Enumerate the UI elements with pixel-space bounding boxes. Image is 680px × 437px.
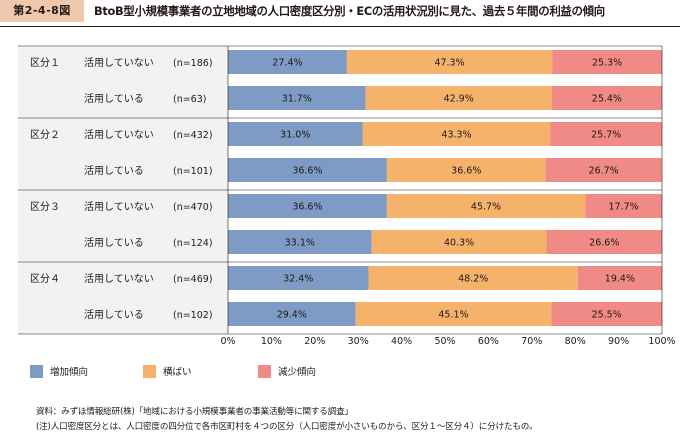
x-tick-label: 70% xyxy=(521,336,542,347)
row-status-label: 活用していない xyxy=(84,201,154,213)
data-label: 32.4% xyxy=(283,274,313,285)
source-note: 資料：みずほ情報総研(株)「地域における小規模事業者の事業活動等に関する調査」 xyxy=(36,407,353,417)
legend-swatch xyxy=(258,365,271,378)
x-tick-label: 80% xyxy=(565,336,586,347)
data-label: 25.5% xyxy=(592,310,622,321)
bar-segment xyxy=(371,230,547,254)
bar-segment xyxy=(228,86,366,110)
bar-segment xyxy=(228,158,387,182)
row-n-label: (n=102) xyxy=(173,310,213,321)
data-label: 36.6% xyxy=(292,166,322,177)
bar-segment xyxy=(550,122,662,146)
data-label: 25.4% xyxy=(592,94,622,105)
data-label: 26.6% xyxy=(589,238,619,249)
x-tick-label: 30% xyxy=(348,336,369,347)
legend-label: 増加傾向 xyxy=(50,366,88,378)
bar-segment xyxy=(355,302,552,326)
data-label: 31.7% xyxy=(282,94,312,105)
bar-segment xyxy=(368,266,578,290)
title-rule xyxy=(0,26,680,27)
legend-swatch xyxy=(143,365,156,378)
definition-note: (注)人口密度区分とは、人口密度の四分位で各市区町村を４つの区分（人口密度が小さ… xyxy=(36,422,538,432)
data-label: 45.7% xyxy=(471,202,501,213)
row-n-label: (n=469) xyxy=(173,274,213,285)
data-label: 43.3% xyxy=(441,130,471,141)
notes: 資料：みずほ情報総研(株)「地域における小規模事業者の事業活動等に関する調査」 … xyxy=(36,405,538,435)
row-n-label: (n=124) xyxy=(173,238,213,249)
row-status-label: 活用している xyxy=(84,93,144,105)
bar-segment xyxy=(228,230,372,254)
row-n-label: (n=186) xyxy=(173,58,213,69)
data-label: 47.3% xyxy=(434,58,464,69)
group-label: 区分２ xyxy=(30,129,60,141)
data-label: 29.4% xyxy=(277,310,307,321)
legend-label: 横ばい xyxy=(163,366,192,378)
figure-label: 第2-4-8図 xyxy=(0,0,84,22)
group-label: 区分１ xyxy=(30,57,60,69)
bar-segment xyxy=(552,50,662,74)
group-label: 区分３ xyxy=(30,201,60,213)
x-tick-label: 40% xyxy=(391,336,412,347)
data-label: 36.6% xyxy=(451,166,481,177)
row-status-label: 活用している xyxy=(84,165,144,177)
figure-title: BtoB型小規模事業者の立地地域の人口密度区分別・ECの活用状況別に見た、過去５… xyxy=(94,4,605,18)
bar-segment xyxy=(362,122,551,146)
x-tick-label: 0% xyxy=(220,336,235,347)
x-tick-label: 60% xyxy=(478,336,499,347)
data-label: 17.7% xyxy=(608,202,638,213)
data-label: 36.6% xyxy=(292,202,322,213)
bar-segment xyxy=(577,266,662,290)
data-label: 48.2% xyxy=(458,274,488,285)
bar-segment xyxy=(551,86,662,110)
row-status-label: 活用していない xyxy=(84,57,154,69)
data-label: 19.4% xyxy=(605,274,635,285)
row-status-label: 活用していない xyxy=(84,273,154,285)
data-label: 42.9% xyxy=(444,94,474,105)
data-label: 33.1% xyxy=(285,238,315,249)
x-tick-label: 100% xyxy=(648,336,675,347)
data-label: 25.7% xyxy=(591,130,621,141)
bar-segment xyxy=(228,266,369,290)
bar-segment xyxy=(365,86,552,110)
row-status-label: 活用していない xyxy=(84,129,154,141)
bar-segment xyxy=(346,50,553,74)
data-label: 31.0% xyxy=(280,130,310,141)
bar-segment xyxy=(545,158,662,182)
row-status-label: 活用している xyxy=(84,309,144,321)
bar-segment xyxy=(228,50,347,74)
bar-segment xyxy=(585,194,662,218)
bar-segment xyxy=(228,122,363,146)
row-n-label: (n=432) xyxy=(173,130,213,141)
bar-segment xyxy=(386,194,586,218)
row-n-label: (n=470) xyxy=(173,202,213,213)
data-label: 25.3% xyxy=(592,58,622,69)
row-n-label: (n=63) xyxy=(173,94,206,105)
data-label: 26.7% xyxy=(589,166,619,177)
legend-label: 減少傾向 xyxy=(278,366,316,378)
bar-segment xyxy=(386,158,546,182)
bar-segment xyxy=(228,194,387,218)
bar-segment xyxy=(228,302,356,326)
group-label: 区分４ xyxy=(30,273,60,285)
data-label: 45.1% xyxy=(438,310,468,321)
data-label: 40.3% xyxy=(444,238,474,249)
bar-segment xyxy=(546,230,662,254)
x-tick-label: 20% xyxy=(304,336,325,347)
row-status-label: 活用している xyxy=(84,237,144,249)
data-label: 27.4% xyxy=(272,58,302,69)
x-tick-label: 50% xyxy=(434,336,455,347)
x-tick-label: 90% xyxy=(608,336,629,347)
legend-swatch xyxy=(30,365,43,378)
bar-segment xyxy=(551,302,662,326)
figure-header: 第2-4-8図 BtoB型小規模事業者の立地地域の人口密度区分別・ECの活用状況… xyxy=(0,0,680,28)
row-n-label: (n=101) xyxy=(173,166,213,177)
x-tick-label: 10% xyxy=(261,336,282,347)
